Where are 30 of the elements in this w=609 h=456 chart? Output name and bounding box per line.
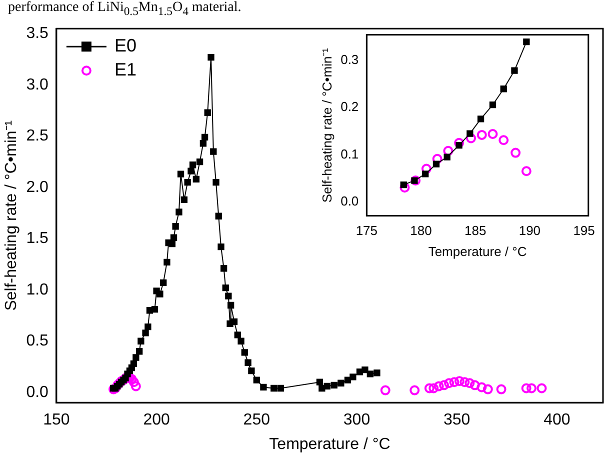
- legend-label: E1: [114, 60, 136, 80]
- x-tick-label: 350: [444, 412, 470, 429]
- y-tick-label: 1.5: [26, 230, 49, 248]
- y-tick-label: 2.0: [26, 178, 49, 196]
- x-tick-label: 400: [544, 412, 570, 429]
- y-tick-label: 1.0: [26, 281, 49, 298]
- x-tick-label: 190: [518, 223, 541, 238]
- y-tick-label: 0.2: [340, 99, 359, 114]
- x-tick-label: 180: [410, 223, 432, 238]
- x-tick-label: 150: [43, 412, 70, 429]
- text: performance of LiNi$_{0.5}$Mn$_{1.5}$O$_{4}$ material.: [8, 0, 242, 20]
- y-tick-label: 3.5: [26, 25, 49, 42]
- x-tick-label: 185: [464, 223, 486, 238]
- y-tick-label: 0.3: [340, 52, 359, 68]
- y-tick-label: 3.0: [26, 76, 49, 94]
- x-axis-title: Temperature / °C: [428, 244, 527, 259]
- y-axis-title: Self-heating rate / °C•min⁻¹: [319, 47, 334, 203]
- y-tick-label: 2.5: [26, 128, 49, 145]
- y-tick-label: 0.0: [26, 384, 49, 401]
- x-axis-title: Temperature / °C: [269, 436, 390, 453]
- y-tick-label: 0.5: [26, 332, 49, 350]
- y-axis-title: Self-heating rate / °C•min⁻¹: [3, 120, 20, 311]
- x-tick-label: 300: [343, 412, 370, 429]
- x-tick-label: 195: [573, 223, 595, 238]
- y-tick-label: 0.1: [340, 146, 359, 162]
- x-tick-label: 200: [143, 412, 170, 429]
- x-tick-label: 250: [243, 412, 270, 429]
- y-tick-label: 0.0: [340, 193, 359, 208]
- legend-label: E0: [114, 36, 136, 56]
- x-tick-label: 175: [356, 223, 378, 238]
